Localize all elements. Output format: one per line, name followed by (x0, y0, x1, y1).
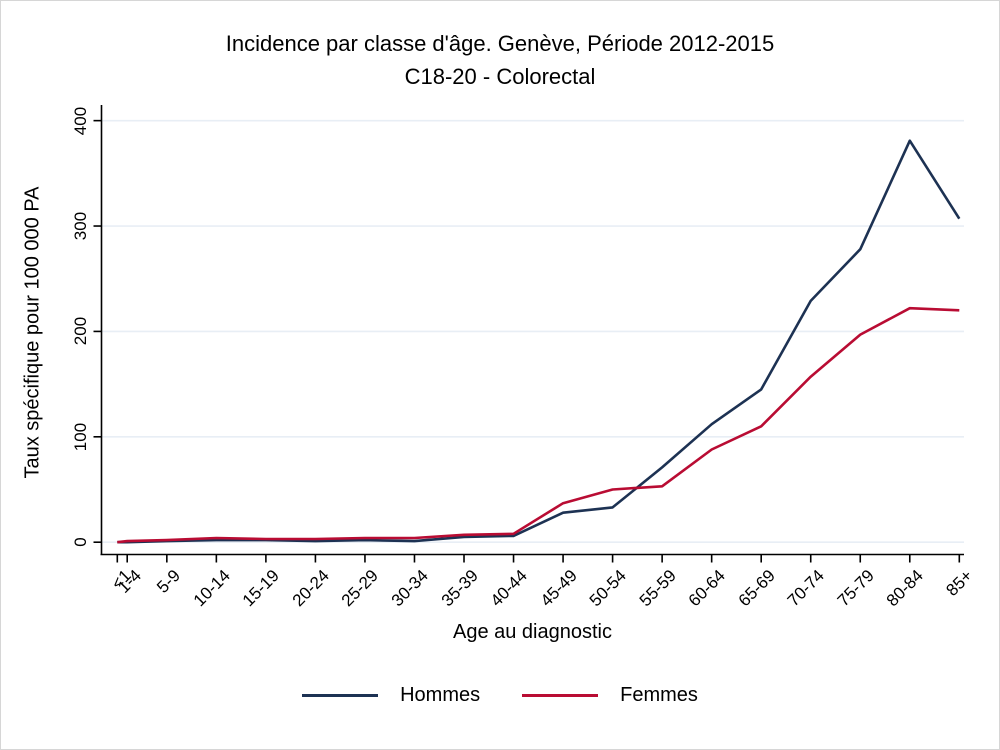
legend: Hommes Femmes (1, 677, 999, 713)
y-tick-label-0: 0 (71, 537, 90, 547)
y-tick-label-300: 300 (71, 211, 90, 241)
chart-subtitle: C18-20 - Colorectal (404, 64, 596, 89)
hommes-series-line (117, 139, 961, 544)
y-tick-label-100: 100 (71, 422, 90, 451)
legend-item-hommes: Hommes (302, 684, 480, 707)
hommes-line-swatch (302, 693, 379, 697)
chart-title: Incidence par classe d'âge. Genève, Péri… (225, 31, 775, 56)
legend-label-hommes: Hommes (400, 683, 481, 706)
y-tick-label-400: 400 (71, 106, 90, 135)
y-tick-label-200: 200 (71, 317, 90, 346)
legend-label-femmes: Femmes (620, 683, 698, 706)
y-axis-title: Taux spécifique pour 100 000 PA (21, 186, 44, 479)
femmes-series-line (117, 306, 960, 544)
femmes-line-swatch (522, 693, 599, 697)
legend-item-femmes: Femmes (522, 684, 698, 707)
x-axis-title: Age au diagnostic (452, 621, 612, 643)
